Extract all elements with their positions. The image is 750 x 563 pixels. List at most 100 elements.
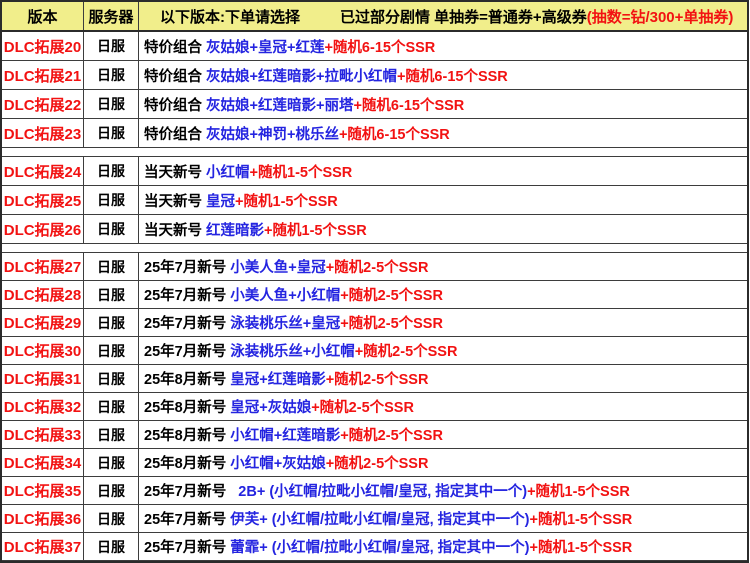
version-cell: DLC拓展35 — [2, 477, 84, 504]
description-characters: 皇冠+灰姑娘 — [230, 400, 312, 416]
description-bonus: +随机1-5个SSR — [249, 164, 353, 181]
server-cell: 日服 — [84, 90, 139, 118]
description-cell: 特价组合 灰姑娘+红莲暗影+丽塔 +随机6-15个SSR — [139, 90, 747, 118]
server-cell: 日服 — [84, 281, 139, 308]
description-characters: 皇冠 — [206, 193, 236, 210]
table-row: DLC拓展36 日服 25年7月新号 伊芙+ (小红帽/拉毗小红帽/皇冠, 指定… — [2, 505, 747, 533]
description-prefix: 25年8月新号 — [144, 456, 231, 472]
version-cell: DLC拓展30 — [2, 337, 84, 364]
table-row: DLC拓展28 日服 25年7月新号 小美人鱼+小红帽 +随机2-5个SSR — [2, 281, 747, 309]
description-bonus: +随机1-5个SSR — [527, 484, 630, 500]
description-prefix: 特价组合 — [144, 39, 207, 56]
description-bonus: +随机6-15个SSR — [353, 97, 465, 114]
description-prefix: 25年7月新号 — [144, 260, 231, 276]
server-cell: 日服 — [84, 61, 139, 89]
description-characters: 泳装桃乐丝+皇冠 — [230, 316, 341, 332]
description-prefix: 特价组合 — [144, 97, 207, 114]
description-bonus: +随机2-5个SSR — [340, 428, 443, 444]
header-note-cell: 以下版本:下单请选择 已过部分剧情 单抽券=普通券+高级券(抽数=钻/300+单… — [139, 2, 747, 30]
table-row: DLC拓展20 日服 特价组合 灰姑娘+皇冠+红莲 +随机6-15个SSR — [2, 32, 747, 61]
description-prefix: 25年8月新号 — [144, 372, 231, 388]
description-bonus: +随机2-5个SSR — [325, 372, 429, 388]
server-cell: 日服 — [84, 32, 139, 60]
server-cell: 日服 — [84, 477, 139, 504]
version-cell: DLC拓展27 — [2, 253, 84, 280]
description-cell: 当天新号 小红帽 +随机1-5个SSR — [139, 157, 747, 185]
version-cell: DLC拓展31 — [2, 365, 84, 392]
description-cell: 当天新号 皇冠 +随机1-5个SSR — [139, 186, 747, 214]
table-row: DLC拓展33 日服 25年8月新号 小红帽+红莲暗影 +随机2-5个SSR — [2, 421, 747, 449]
description-cell: 25年7月新号 蕾霏+ (小红帽/拉毗小红帽/皇冠, 指定其中一个) +随机1-5… — [139, 533, 747, 560]
description-characters: 皇冠+红莲暗影 — [230, 372, 326, 388]
description-prefix: 特价组合 — [144, 68, 207, 85]
version-cell: DLC拓展20 — [2, 32, 84, 60]
server-cell: 日服 — [84, 533, 139, 560]
version-cell: DLC拓展26 — [2, 215, 84, 243]
table-row: DLC拓展30 日服 25年7月新号 泳装桃乐丝+小红帽 +随机2-5个SSR — [2, 337, 747, 365]
version-cell: DLC拓展21 — [2, 61, 84, 89]
version-cell: DLC拓展25 — [2, 186, 84, 214]
table-row: DLC拓展37 日服 25年7月新号 蕾霏+ (小红帽/拉毗小红帽/皇冠, 指定… — [2, 533, 747, 561]
description-bonus: +随机2-5个SSR — [340, 288, 443, 304]
description-prefix: 25年7月新号 — [144, 540, 231, 556]
description-characters: 小美人鱼+小红帽 — [230, 288, 341, 304]
description-bonus: +随机6-15个SSR — [396, 68, 508, 85]
table-row: DLC拓展22 日服 特价组合 灰姑娘+红莲暗影+丽塔 +随机6-15个SSR — [2, 90, 747, 119]
description-bonus: +随机2-5个SSR — [354, 344, 458, 360]
description-cell: 25年7月新号 小美人鱼+皇冠 +随机2-5个SSR — [139, 253, 747, 280]
header-instruction: 以下版本:下单请选择 — [160, 8, 300, 26]
description-cell: 25年8月新号 皇冠+灰姑娘 +随机2-5个SSR — [139, 393, 747, 420]
table-row: DLC拓展24 日服 当天新号 小红帽 +随机1-5个SSR — [2, 157, 747, 186]
version-cell: DLC拓展22 — [2, 90, 84, 118]
table-row: DLC拓展34 日服 25年8月新号 小红帽+灰姑娘 +随机2-5个SSR — [2, 449, 747, 477]
header-version: 版本 — [2, 2, 84, 30]
description-cell: 25年8月新号 小红帽+红莲暗影 +随机2-5个SSR — [139, 421, 747, 448]
table-row: DLC拓展23 日服 特价组合 灰姑娘+神罚+桃乐丝 +随机6-15个SSR — [2, 119, 747, 148]
description-cell: 25年7月新号 伊芙+ (小红帽/拉毗小红帽/皇冠, 指定其中一个) +随机1-5… — [139, 505, 747, 532]
server-cell: 日服 — [84, 119, 139, 147]
description-cell: 25年8月新号 皇冠+红莲暗影 +随机2-5个SSR — [139, 365, 747, 392]
table-row: DLC拓展32 日服 25年8月新号 皇冠+灰姑娘 +随机2-5个SSR — [2, 393, 747, 421]
spacer-row — [2, 244, 747, 253]
table-row: DLC拓展27 日服 25年7月新号 小美人鱼+皇冠 +随机2-5个SSR — [2, 253, 747, 281]
description-characters: 伊芙+ (小红帽/拉毗小红帽/皇冠, 指定其中一个) — [230, 512, 530, 528]
server-cell: 日服 — [84, 337, 139, 364]
description-characters: 灰姑娘+神罚+桃乐丝 — [206, 126, 339, 143]
description-characters: 小红帽 — [206, 164, 250, 181]
description-characters: 小美人鱼+皇冠 — [230, 260, 326, 276]
table-row: DLC拓展31 日服 25年8月新号 皇冠+红莲暗影 +随机2-5个SSR — [2, 365, 747, 393]
description-prefix: 25年7月新号 — [144, 512, 231, 528]
description-characters: 蕾霏+ (小红帽/拉毗小红帽/皇冠, 指定其中一个) — [230, 540, 530, 556]
table-row: DLC拓展35 日服 25年7月新号 2B+ (小红帽/拉毗小红帽/皇冠, 指定… — [2, 477, 747, 505]
description-prefix: 当天新号 — [144, 222, 207, 239]
version-cell: DLC拓展37 — [2, 533, 84, 560]
server-cell: 日服 — [84, 186, 139, 214]
server-cell: 日服 — [84, 393, 139, 420]
description-characters: 灰姑娘+皇冠+红莲 — [206, 39, 325, 56]
server-cell: 日服 — [84, 505, 139, 532]
version-cell: DLC拓展28 — [2, 281, 84, 308]
description-cell: 25年7月新号 泳装桃乐丝+小红帽 +随机2-5个SSR — [139, 337, 747, 364]
description-cell: 特价组合 灰姑娘+皇冠+红莲 +随机6-15个SSR — [139, 32, 747, 60]
description-cell: 特价组合 灰姑娘+神罚+桃乐丝 +随机6-15个SSR — [139, 119, 747, 147]
description-bonus: +随机1-5个SSR — [235, 193, 338, 210]
description-bonus: +随机1-5个SSR — [264, 222, 367, 239]
description-cell: 25年7月新号 小美人鱼+小红帽 +随机2-5个SSR — [139, 281, 747, 308]
description-bonus: +随机6-15个SSR — [324, 39, 436, 56]
server-cell: 日服 — [84, 309, 139, 336]
description-cell: 特价组合 灰姑娘+红莲暗影+拉毗小红帽 +随机6-15个SSR — [139, 61, 747, 89]
server-cell: 日服 — [84, 157, 139, 185]
description-prefix: 25年7月新号 — [144, 316, 231, 332]
header-note-black: 已过部分剧情 单抽券=普通券+高级券 — [340, 8, 587, 26]
description-characters: 红莲暗影 — [206, 222, 265, 239]
version-cell: DLC拓展29 — [2, 309, 84, 336]
header-note-red: (抽数=钻/300+单抽券) — [586, 8, 734, 26]
description-prefix: 25年7月新号 — [144, 344, 231, 360]
description-prefix: 特价组合 — [144, 126, 207, 143]
description-characters: 灰姑娘+红莲暗影+拉毗小红帽 — [206, 68, 397, 85]
version-cell: DLC拓展33 — [2, 421, 84, 448]
description-prefix: 当天新号 — [144, 164, 207, 181]
version-cell: DLC拓展34 — [2, 449, 84, 476]
header-row: 版本 服务器 以下版本:下单请选择 已过部分剧情 单抽券=普通券+高级券(抽数=… — [2, 2, 747, 32]
description-characters: 泳装桃乐丝+小红帽 — [230, 344, 355, 360]
